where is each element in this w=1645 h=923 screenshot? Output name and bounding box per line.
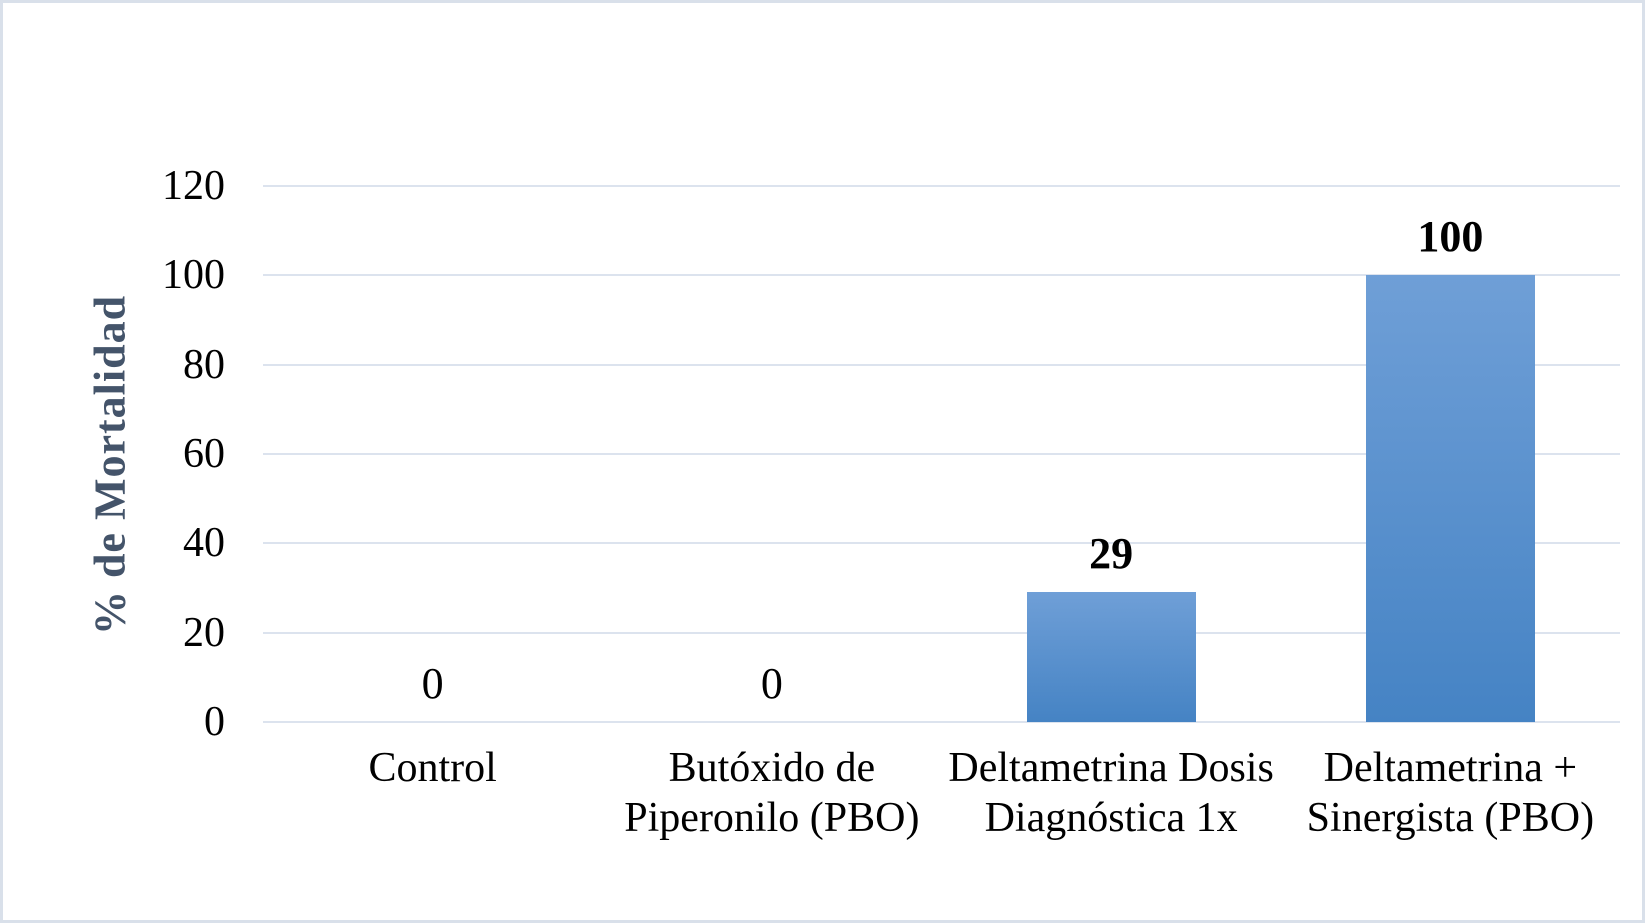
y-tick-label: 120	[162, 163, 225, 209]
y-tick-label: 0	[204, 699, 225, 745]
gridline-y40	[263, 542, 1620, 545]
bar-value-label: 100	[1417, 212, 1484, 262]
gridline-y60	[263, 453, 1620, 455]
bar-value-label: 0	[760, 659, 783, 708]
x-category-label: Deltametrina Dosis Diagnóstica 1x	[948, 745, 1274, 841]
bar-value-label: 0	[421, 659, 444, 708]
y-tick-label: 100	[162, 252, 225, 299]
gridline-y0	[263, 721, 1620, 723]
x-category-label: Butóxido de Piperonilo (PBO)	[624, 745, 920, 841]
y-tick-label: 40	[183, 520, 225, 567]
y-tick-label: 80	[183, 341, 225, 388]
gridline-y100	[263, 274, 1620, 277]
gridline-y120	[263, 185, 1620, 187]
bar-value-label: 29	[1089, 529, 1134, 579]
x-category-label: Control	[368, 745, 497, 791]
y-tick-label: 60	[183, 431, 225, 477]
y-tick-label: 20	[183, 609, 225, 656]
gridline-y20	[263, 631, 1620, 634]
x-category-label: Deltametrina + Sinergista (PBO)	[1306, 745, 1595, 841]
gridline-y80	[263, 363, 1620, 366]
bar-2	[1026, 592, 1196, 722]
bar-3	[1365, 275, 1535, 722]
